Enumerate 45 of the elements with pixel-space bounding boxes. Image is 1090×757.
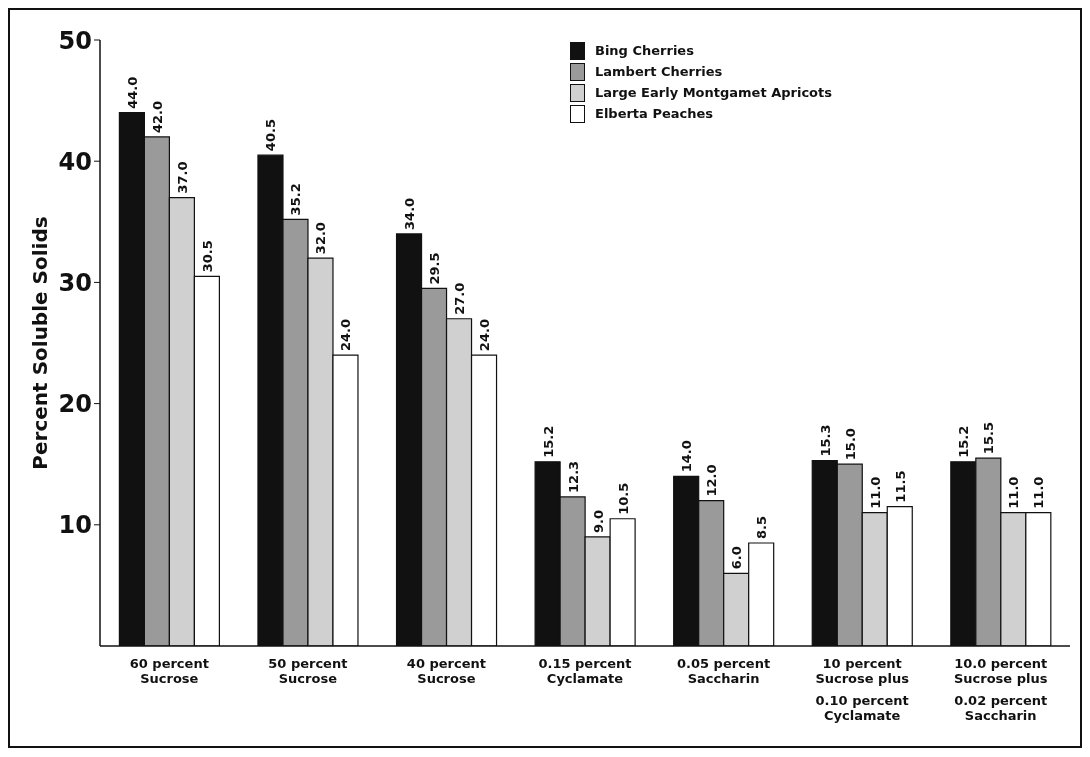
legend-label: Elberta Peaches	[595, 106, 714, 121]
data-label: 44.0	[124, 76, 140, 109]
y-tick-label: 10	[58, 511, 92, 540]
data-label: 37.0	[174, 161, 190, 194]
data-label: 35.2	[288, 183, 304, 216]
data-label: 30.5	[199, 240, 215, 273]
data-label: 34.0	[402, 197, 418, 230]
x-tick-label: 10.0 percent Sucrose plus 0.02 percent Saccharin	[953, 656, 1048, 723]
data-label: 10.5	[615, 482, 631, 515]
data-label: 9.0	[590, 509, 606, 533]
data-label: 12.0	[704, 464, 720, 497]
data-label: 11.5	[892, 470, 908, 503]
data-label: 12.3	[565, 460, 581, 493]
data-label: 15.2	[956, 425, 972, 458]
legend-label: Large Early Montgamet Apricots	[595, 85, 832, 100]
legend-label: Bing Cherries	[595, 43, 694, 58]
data-label: 32.0	[313, 222, 329, 255]
y-axis-title: Percent Soluble Solids	[28, 216, 53, 470]
y-tick-label: 50	[58, 26, 92, 55]
data-label: 27.0	[452, 282, 468, 315]
data-label: 11.0	[1031, 476, 1047, 509]
data-label: 15.5	[981, 422, 997, 455]
x-tick-label: 0.15 percent Cyclamate	[538, 656, 632, 686]
data-label: 6.0	[729, 546, 745, 570]
data-label: 40.5	[263, 119, 279, 152]
data-label: 24.0	[477, 319, 493, 352]
legend-label: Lambert Cherries	[595, 64, 723, 79]
data-label: 14.0	[679, 440, 695, 473]
data-label: 11.0	[867, 476, 883, 509]
x-tick-label: 60 percent Sucrose	[129, 656, 209, 686]
data-label: 15.3	[817, 424, 833, 457]
data-label: 11.0	[1006, 476, 1022, 509]
data-label: 15.0	[842, 428, 858, 461]
data-label: 29.5	[427, 252, 443, 285]
x-tick-label: 0.05 percent Saccharin	[677, 656, 771, 686]
data-label: 8.5	[754, 515, 770, 539]
x-tick-label: 50 percent Sucrose	[268, 656, 348, 686]
y-tick-label: 30	[58, 268, 92, 297]
y-tick-label: 40	[58, 147, 92, 176]
data-label: 15.2	[540, 425, 556, 458]
data-label: 42.0	[149, 100, 165, 133]
data-label: 24.0	[338, 319, 354, 352]
y-tick-label: 20	[58, 390, 92, 419]
x-tick-label: 40 percent Sucrose	[406, 656, 487, 686]
x-tick-label: 10 percent Sucrose plus 0.10 percent Cyclamate	[815, 656, 910, 723]
